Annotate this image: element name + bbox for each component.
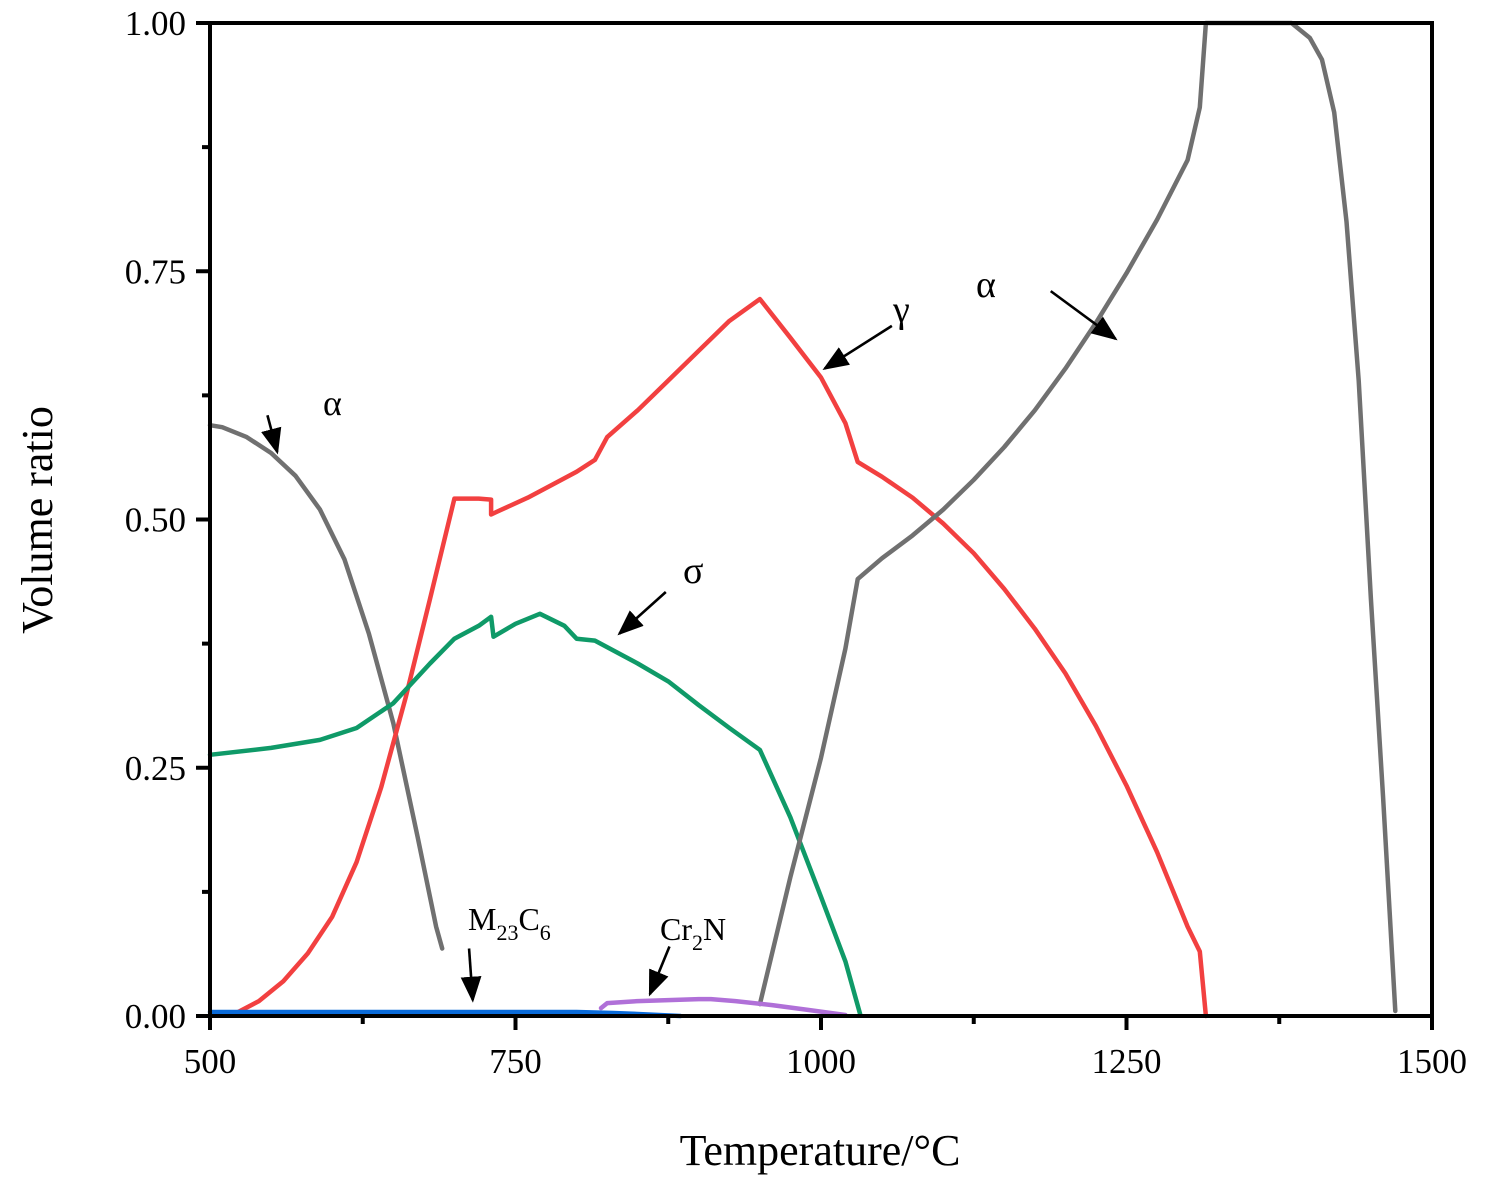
annotation-arrow xyxy=(617,591,667,636)
y-tick-label: 0.00 xyxy=(125,997,186,1036)
annotation-arrow xyxy=(261,414,282,455)
series-line-sigma xyxy=(207,611,863,1017)
series-line-alpha-low xyxy=(207,422,445,951)
annotation-arrow xyxy=(822,324,893,370)
y-axis-title: Volume ratio xyxy=(13,406,62,634)
annotation-label: γ xyxy=(892,289,910,331)
annotation-layer: α γ σ α M23C6 Cr2N xyxy=(261,264,1118,1003)
annotation-label: α xyxy=(323,383,342,423)
y-tick-label: 0.75 xyxy=(125,252,186,291)
annotation-arrow xyxy=(460,948,482,1003)
series-layer xyxy=(207,20,1398,1019)
series-line-Cr2N xyxy=(598,996,848,1018)
plot-frame xyxy=(208,21,1434,1018)
annotation-label: M23C6 xyxy=(468,901,551,945)
x-tick-label: 750 xyxy=(489,1042,542,1081)
annotation-arrow xyxy=(1049,290,1118,341)
axes-layer: 500 750 1000 1250 1500 0.00 0.25 0.50 0.75 1.00 xyxy=(125,4,1467,1081)
annotation-label: σ xyxy=(683,550,703,592)
y-tick-label: 1.00 xyxy=(125,4,186,43)
series-line-gamma xyxy=(232,296,1209,1019)
annotation-label: α xyxy=(976,264,996,306)
annotation-arrow xyxy=(648,945,671,997)
y-tick-label: 0.25 xyxy=(125,749,186,788)
series-line-M23C6 xyxy=(207,1009,683,1019)
x-tick-label: 1250 xyxy=(1092,1042,1162,1081)
x-tick-label: 1500 xyxy=(1397,1042,1467,1081)
y-tick-label: 0.50 xyxy=(125,501,186,540)
x-tick-label: 1000 xyxy=(786,1042,856,1081)
series-line-alpha-high xyxy=(757,20,1398,1014)
annotation-label: Cr2N xyxy=(660,911,726,955)
x-axis-title: Temperature/°C xyxy=(680,1126,961,1175)
x-tick-label: 500 xyxy=(184,1042,237,1081)
